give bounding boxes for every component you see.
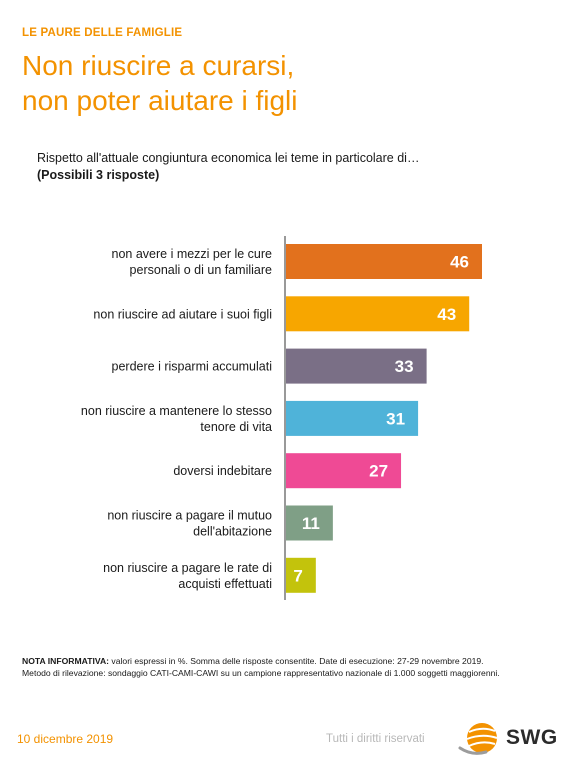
page-title-line-2: non poter aiutare i figli [22, 85, 298, 116]
category-label: doversi indebitare [173, 464, 272, 478]
footnote-line: NOTA INFORMATIVA: valori espressi in %. … [22, 655, 542, 667]
bar-value-label: 31 [386, 409, 405, 428]
footnote-text: valori espressi in %. Somma delle rispos… [109, 656, 484, 666]
bar-value-label: 27 [369, 462, 388, 481]
category-label: non riuscire a pagare il mutuo dell'abita… [107, 509, 272, 539]
category-label: non riuscire ad aiutare i suoi figli [93, 307, 272, 321]
bar-3 [286, 348, 427, 384]
bar-chart: 46 non avere i mezzi per le cure personali… [81, 236, 482, 600]
swg-logo: SWG [458, 716, 558, 760]
bar-value-label: 46 [450, 253, 469, 272]
category-label: non riuscire a pagare le rate di acquisti… [103, 561, 272, 591]
question-text: Rispetto all'attuale congiuntura economi… [37, 151, 420, 165]
footnote-label: NOTA INFORMATIVA: [22, 656, 110, 666]
bar-6 [286, 505, 333, 541]
bar-5 [286, 453, 402, 489]
bar-value-label: 33 [395, 357, 414, 376]
footer-rights: Tutti i diritti riservati [326, 733, 425, 745]
bar-4 [286, 400, 419, 436]
page-title: Non riuscire a curarsi, non poter aiutar… [22, 48, 298, 118]
globe-logo-icon [458, 723, 498, 755]
page-title-line-1: Non riuscire a curarsi, [22, 50, 295, 81]
footnote-method: Metodo di rilevazione: sondaggio CATI-CA… [22, 668, 500, 678]
category-label: non riuscire a mantenere lo stesso tenore… [81, 404, 272, 434]
category-label: perdere i risparmi accumulati [112, 360, 272, 374]
category-label: non avere i mezzi per le cure personali o… [112, 247, 273, 277]
logo-text: SWG [506, 726, 558, 749]
footnote: NOTA INFORMATIVA: valori espressi in %. … [22, 655, 542, 679]
question-note: (Possibili 3 risposte) [37, 168, 160, 182]
bar-value-label: 43 [437, 305, 456, 324]
section-kicker: LE PAURE DELLE FAMIGLIE [22, 27, 183, 39]
bar-2 [286, 296, 470, 332]
survey-question: Rispetto all'attuale congiuntura economi… [37, 150, 419, 184]
bar-1 [286, 244, 482, 279]
bar-7 [286, 557, 316, 593]
bar-value-label: 7 [293, 566, 302, 585]
footer-date: 10 dicembre 2019 [17, 732, 114, 746]
bar-value-label: 11 [302, 514, 320, 533]
